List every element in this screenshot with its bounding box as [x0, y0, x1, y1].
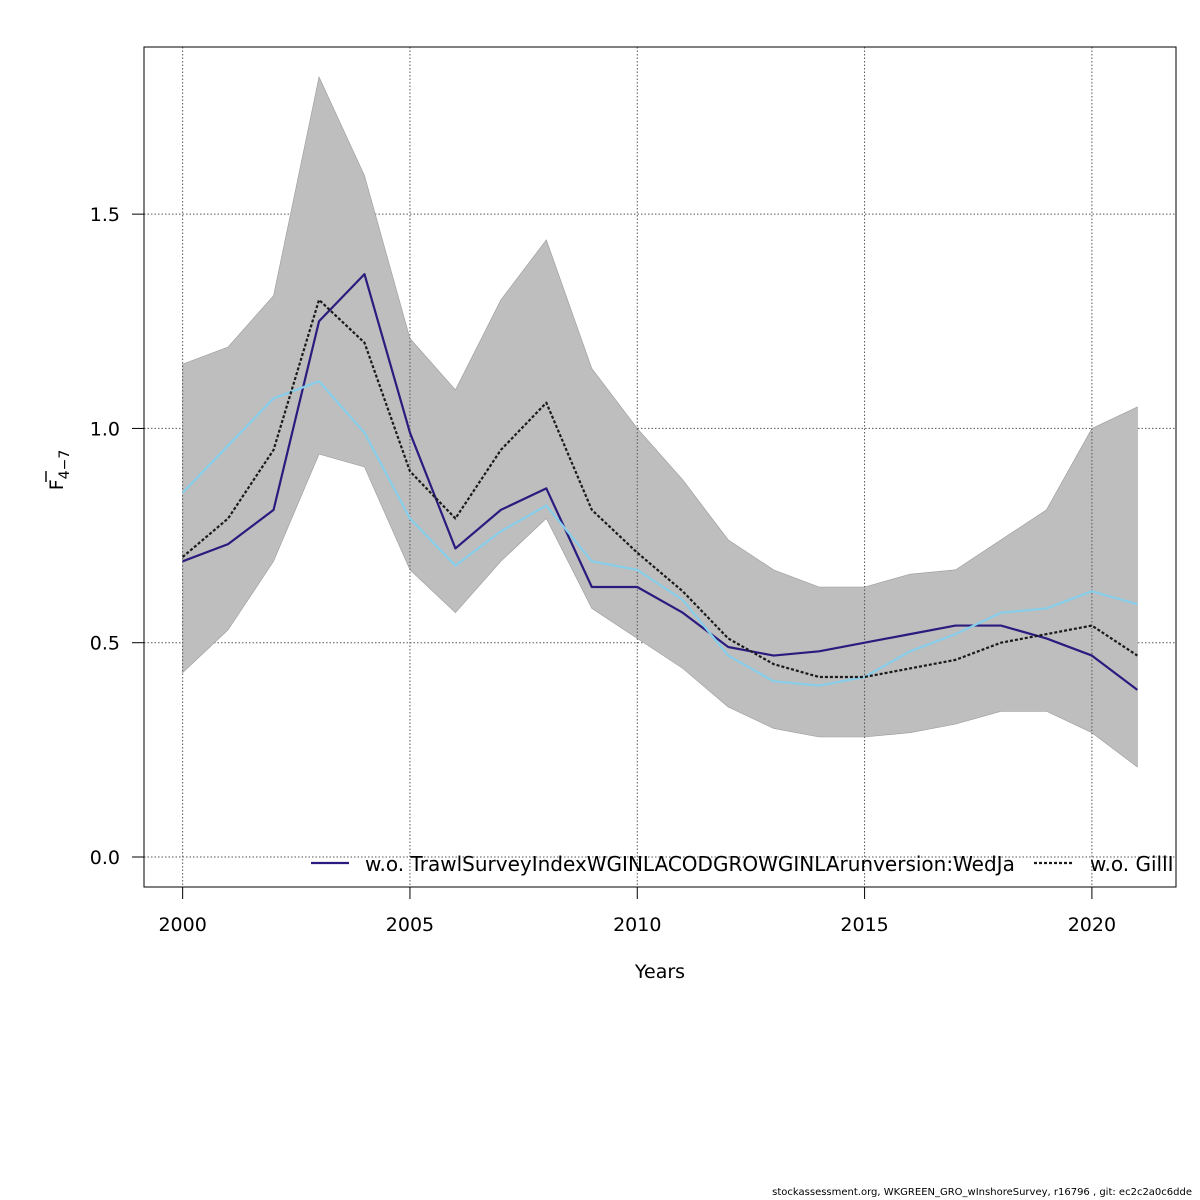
- series-line-1: [182, 273, 1139, 691]
- x-tick-label: 2010: [613, 914, 661, 936]
- series-line-3: [181, 298, 1138, 679]
- vertical-grid-layer: [182, 47, 1093, 887]
- y-tick-label: 0.0: [90, 847, 120, 869]
- x-axis: 2000 2005 2010 2015 2020: [158, 886, 1116, 936]
- y-axis-title: F4−7: [45, 450, 73, 490]
- x-tick-label: 2005: [386, 914, 434, 936]
- confidence-band-layer: [182, 76, 1138, 768]
- svg-text:F4−7: F4−7: [46, 450, 73, 490]
- y-axis: 0.0 0.5 1.0 1.5: [90, 204, 144, 869]
- y-axis-title-sub: 4−7: [57, 450, 73, 480]
- y-tick-label: 1.5: [90, 204, 120, 226]
- y-tick-label: 1.0: [90, 418, 120, 440]
- footer-credit: stockassessment.org, WKGREEN_GRO_wInshor…: [772, 1187, 1192, 1198]
- confidence-band: [182, 76, 1138, 768]
- series-layer: [181, 273, 1139, 691]
- x-tick-label: 2020: [1068, 914, 1116, 936]
- y-tick-label: 0.5: [90, 633, 120, 655]
- legend-item2-label: w.o. GillI: [1090, 852, 1174, 876]
- y-axis-title-main: F: [46, 479, 68, 490]
- legend: w.o. TrawlSurveyIndexWGINLACODGROWGINLAr…: [311, 852, 1174, 876]
- x-axis-title: Years: [634, 961, 685, 983]
- series-line-2: [181, 380, 1138, 687]
- legend-item1-label: w.o. TrawlSurveyIndexWGINLACODGROWGINLAr…: [365, 852, 1015, 876]
- x-tick-label: 2015: [840, 914, 888, 936]
- x-tick-label: 2000: [158, 914, 206, 936]
